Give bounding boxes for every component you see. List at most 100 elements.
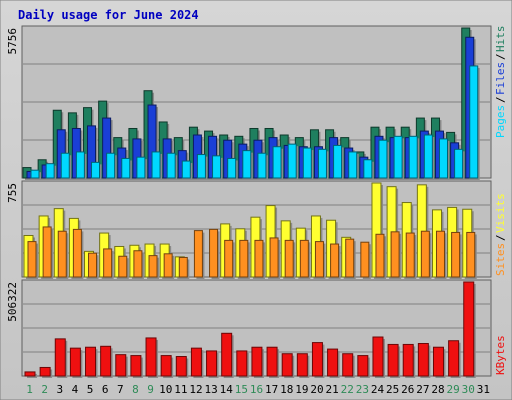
kbytes-bar <box>85 346 97 377</box>
pages-bar <box>317 148 327 179</box>
legend-files: Files <box>494 62 507 95</box>
x-tick-label: 8 <box>132 383 139 396</box>
pages-bar <box>408 135 418 179</box>
kbytes-bar <box>54 338 66 377</box>
x-tick-label: 20 <box>310 383 323 396</box>
y-axis-max-label: 5756 <box>6 28 19 55</box>
pages-bar <box>378 139 388 179</box>
x-tick-label: 14 <box>220 383 234 396</box>
kbytes-bar <box>311 342 323 377</box>
sites-bar <box>72 228 82 278</box>
kbytes-bar <box>463 281 475 377</box>
x-tick-label: 2 <box>41 383 48 396</box>
kbytes-bar <box>432 346 444 377</box>
sites-bar <box>193 230 203 278</box>
sites-bar <box>88 252 98 278</box>
legend-separator: / <box>494 96 507 103</box>
kbytes-bar <box>402 343 414 377</box>
pages-bar <box>45 163 55 179</box>
chart-panel-2: 755 <box>6 180 492 279</box>
sites-bar <box>239 239 249 278</box>
x-tick-label: 25 <box>386 383 399 396</box>
sites-bar <box>360 241 370 278</box>
sites-bar <box>224 239 234 278</box>
chart-title: Daily usage for June 2024 <box>18 8 199 22</box>
pages-bar <box>393 135 403 179</box>
sites-bar <box>103 248 113 278</box>
x-tick-label: 10 <box>159 383 172 396</box>
kbytes-bar <box>296 353 308 377</box>
legend-separator: / <box>494 53 507 60</box>
kbytes-bar <box>372 336 384 377</box>
y-axis-max-label: 506322 <box>6 282 19 322</box>
x-tick-label: 9 <box>147 383 154 396</box>
pages-bar <box>438 138 448 179</box>
sites-bar <box>435 230 445 278</box>
x-tick-label: 27 <box>416 383 429 396</box>
kbytes-bar <box>387 343 399 377</box>
sites-bar <box>451 231 461 278</box>
sites-bar <box>42 226 52 278</box>
kbytes-bar <box>221 332 233 377</box>
sites-bar <box>420 230 430 278</box>
x-tick-label: 1 <box>26 383 33 396</box>
sites-bar <box>345 238 355 278</box>
pages-bar <box>469 65 479 179</box>
sites-bar <box>209 228 219 278</box>
pages-bar <box>166 152 176 179</box>
pages-bar <box>212 155 222 179</box>
pages-bar <box>348 151 358 179</box>
x-tick-label: 4 <box>72 383 79 396</box>
kbytes-bar <box>130 355 142 377</box>
kbytes-bar <box>251 346 263 377</box>
kbytes-bar <box>206 350 218 377</box>
x-tick-label: 29 <box>447 383 460 396</box>
pages-bar <box>423 134 433 179</box>
sites-bar <box>375 233 385 278</box>
sites-bar <box>314 241 324 278</box>
pages-bar <box>151 151 161 179</box>
y-axis-max-label: 755 <box>6 183 19 203</box>
x-tick-label: 21 <box>326 383 339 396</box>
sites-bar <box>390 231 400 278</box>
kbytes-bar <box>417 343 429 377</box>
x-tick-label: 3 <box>57 383 64 396</box>
sites-bar <box>163 253 173 278</box>
x-tick-label: 11 <box>174 383 187 396</box>
x-tick-label: 30 <box>462 383 475 396</box>
x-tick-label: 7 <box>117 383 124 396</box>
pages-bar <box>287 143 297 179</box>
pages-bar <box>363 159 373 179</box>
kbytes-bar <box>266 346 278 377</box>
kbytes-bar <box>342 353 354 377</box>
pages-bar <box>333 144 343 179</box>
sites-bar <box>118 255 128 278</box>
x-tick-label: 23 <box>356 383 369 396</box>
x-tick-label: 28 <box>431 383 444 396</box>
legend-hits: Hits <box>494 26 507 53</box>
pages-bar <box>454 148 464 179</box>
sites-bar <box>405 232 415 278</box>
x-tick-label: 31 <box>477 383 490 396</box>
chart-panel-3: 506322 <box>6 279 492 378</box>
pages-bar <box>121 157 131 179</box>
pages-bar <box>60 152 70 179</box>
kbytes-bar <box>327 348 339 377</box>
x-tick-label: 17 <box>265 383 278 396</box>
pages-bar <box>196 154 206 179</box>
kbytes-bar <box>115 354 127 377</box>
chart-panel-1: 5756 <box>6 25 492 180</box>
pages-bar <box>302 147 312 179</box>
pages-bar <box>136 156 146 179</box>
kbytes-bar <box>448 340 460 377</box>
pages-bar <box>106 152 116 179</box>
sites-bar <box>254 239 264 278</box>
x-tick-label: 13 <box>204 383 217 396</box>
legend-separator: / <box>494 234 507 241</box>
sites-bar <box>57 230 67 278</box>
x-tick-label: 19 <box>295 383 308 396</box>
legend-visits: Visits <box>494 193 507 233</box>
x-tick-label: 6 <box>102 383 109 396</box>
sites-bar <box>269 237 279 278</box>
